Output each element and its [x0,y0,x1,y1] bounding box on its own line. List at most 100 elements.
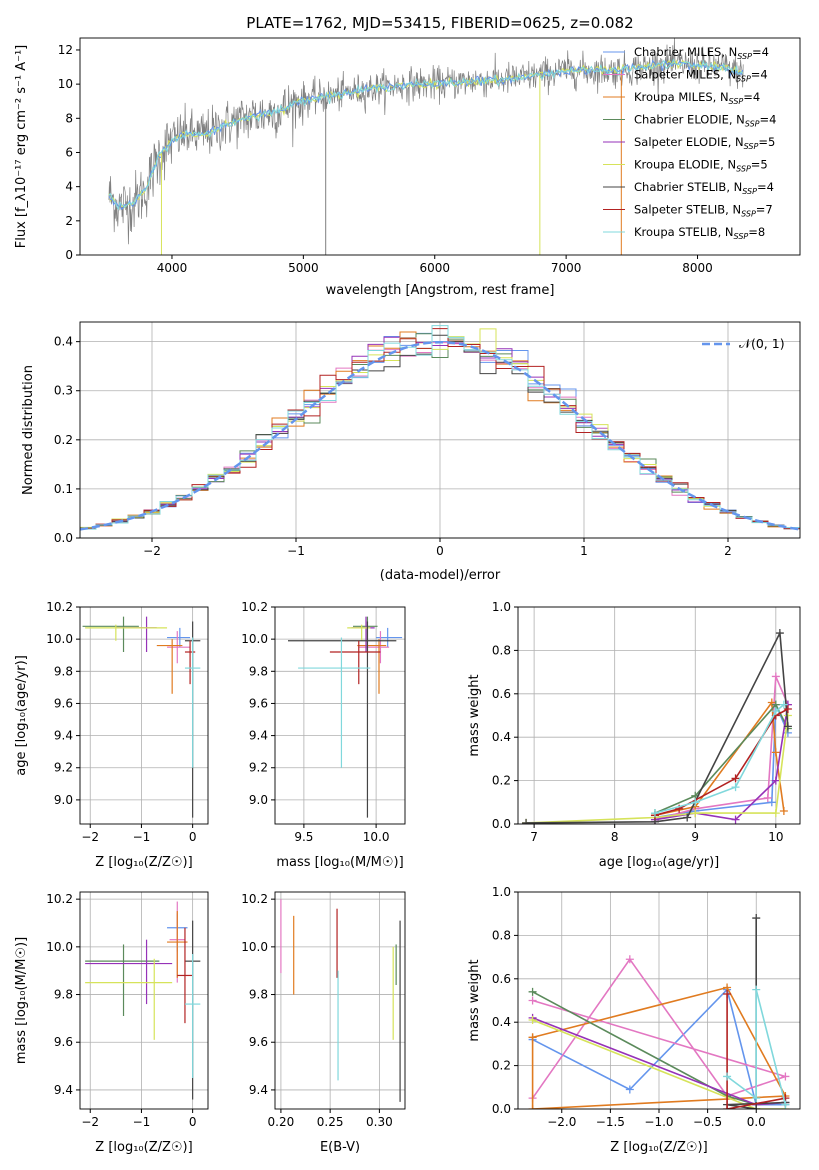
legend-subscript: SSP [741,210,756,219]
spectrum-legend: Chabrier MILES, NSSP=4 Salpeter MILES, NS… [603,45,776,241]
mass-weight-marker [691,798,700,807]
x-axis-label: Z [log₁₀(Z/Z☉)] [610,1140,707,1155]
y-tick-label: 10.2 [241,600,268,614]
x-axis-label: age [log₁₀(age/yr)] [599,855,720,870]
legend-value: =4 [752,45,769,59]
mass-weight-marker [625,955,634,964]
mass-vs-extinction-panel: 0.20 0.25 0.30 9.4 9.6 9.8 10.0 10.2 E(B-V) [241,891,406,1155]
mass-weight-marker [763,793,772,802]
mass-weight-marker [779,700,788,709]
legend-entry: Salpeter ELODIE, NSSP=5 [634,135,775,151]
spectrum-plot-area [108,38,744,255]
y-tick-label: 9.4 [249,729,268,743]
mass-weight-vs-metallicity-plot-area [528,914,790,1109]
mass-weight-marker [779,806,788,815]
y-tick-label: 0.2 [54,433,73,447]
y-tick-label: 4 [65,180,73,194]
y-tick-label: 1.0 [492,600,511,614]
model-spectrum-line [108,58,744,211]
y-tick-label: 0.4 [54,335,73,349]
mass-weight-vs-age-panel: 7 8 9 10 0.0 0.2 0.4 0.6 0.8 1.0 age [log₁₀(age/yr… [467,600,801,870]
x-tick-label: 9 [691,830,699,844]
mass-weight-marker [683,813,692,822]
mass-weight-marker [783,722,792,731]
legend-subscript: SSP [744,142,759,151]
mass-weight-marker [752,985,761,994]
mass-weight-marker [771,672,780,681]
mass-weight-marker [691,809,700,818]
legend-subscript: SSP [737,52,752,61]
mass-weight-marker [723,1105,732,1109]
axes-frame [79,606,209,825]
x-tick-label: 0.20 [268,1115,295,1129]
mass-weight-marker [625,1085,634,1094]
y-tick-label: 9.8 [54,988,73,1002]
y-tick-label: 9.6 [54,1035,73,1049]
y-axis-label: mass [log₁₀(M/M☉)] [14,937,29,1064]
y-tick-label: 9.4 [54,1083,73,1097]
mass-vs-metallicity-panel: −2 −1 0 9.4 9.6 9.8 10.0 10.2 Z [log₁₀(Z/Z☉)] mas… [14,891,209,1155]
legend-subscript: SSP [736,75,751,84]
histogram-series [80,325,800,538]
mass-weight-marker [731,783,740,792]
y-tick-label: 9.8 [249,988,268,1002]
mass-weight-marker [767,798,776,807]
mass-weight-marker [752,1105,761,1109]
axes-frame [79,37,801,256]
y-tick-label: 9.4 [54,729,73,743]
x-tick-label: 0.25 [317,1115,344,1129]
y-tick-label: 10.2 [241,892,268,906]
legend-entry: Chabrier ELODIE, NSSP=4 [634,113,776,129]
y-tick-label: 9.8 [249,664,268,678]
legend-subscript: SSP [729,97,744,106]
mass-weight-marker [771,809,780,818]
y-tick-label: 9.6 [249,696,268,710]
x-tick-label: −1 [287,544,305,558]
y-tick-label: 0.8 [492,928,511,942]
legend-value: =5 [758,135,775,149]
x-tick-label: 7 [530,830,538,844]
y-tick-label: 8 [65,111,73,125]
mass-weight-line [726,994,786,1109]
y-tick-label: 0.2 [492,774,511,788]
y-tick-label: 0.4 [492,1015,511,1029]
y-tick-label: 0.0 [54,531,73,545]
x-tick-label: −1 [133,830,151,844]
mass-weight-line [726,989,787,1105]
mass-weight-marker [771,748,780,757]
mass-weight-marker [771,707,780,716]
y-axis-label: age [log₁₀(age/yr)] [14,655,29,776]
x-tick-label: −2 [81,830,99,844]
x-tick-label: 9.5 [294,830,313,844]
mass-weight-marker [752,914,761,923]
normal-reference-curve [80,340,800,531]
x-axis-label: Z [log₁₀(Z/Z☉)] [95,1140,192,1155]
y-tick-label: 9.8 [54,664,73,678]
mass-vs-metallicity-plot-area [85,901,201,1100]
legend-value: =8 [748,225,765,239]
y-tick-label: 0.8 [492,643,511,657]
y-tick-label: 10.0 [46,940,73,954]
y-tick-label: 9.2 [249,761,268,775]
y-tick-label: 0.6 [492,687,511,701]
y-tick-label: 9.2 [54,761,73,775]
mass-weight-marker [775,629,784,638]
y-tick-label: 10.0 [241,940,268,954]
x-tick-label: 8 [611,830,619,844]
x-tick-label: 0 [436,544,444,558]
y-tick-label: 1.0 [492,885,511,899]
residual-histogram-plot-area [80,325,800,538]
legend-entry: Salpeter STELIB, NSSP=7 [634,203,773,219]
mass-vs-extinction-plot-area [280,899,401,1102]
y-axis-label: Normed distribution [21,365,36,495]
y-tick-label: 0.1 [54,482,73,496]
mass-weight-line [532,1019,786,1109]
model-spectrum-line [108,59,743,209]
legend-subscript: SSP [734,232,749,241]
y-tick-label: 10.0 [46,632,73,646]
mass-weight-marker [731,774,740,783]
observed-spectrum-line [108,38,744,245]
y-axis-label: mass weight [467,959,482,1041]
legend-value: =4 [743,90,760,104]
